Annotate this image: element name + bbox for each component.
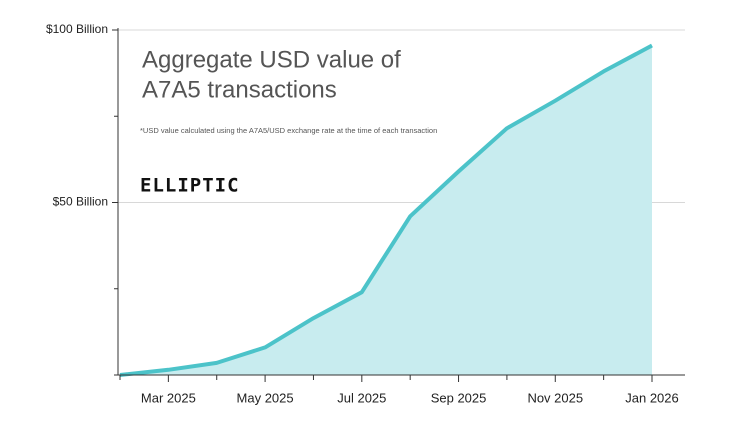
area bbox=[120, 45, 652, 375]
note-box: *USD value calculated using the A7A5/USD… bbox=[140, 126, 438, 135]
line bbox=[119, 43, 653, 377]
y-tick-label: $100 Billion bbox=[46, 22, 108, 36]
x-tick-label: Jul 2025 bbox=[337, 390, 386, 405]
logo: ELLIPTIC bbox=[140, 175, 240, 197]
x-tick-label: Mar 2025 bbox=[141, 390, 196, 405]
x-tick-label: May 2025 bbox=[237, 390, 294, 405]
y-tick-label: $50 Billion bbox=[53, 195, 108, 209]
x-tick-label: Nov 2025 bbox=[527, 390, 583, 405]
note: *USD value calculated using the A7A5/USD… bbox=[140, 126, 438, 135]
chart-title: Aggregate USD value of bbox=[142, 46, 401, 73]
chart-title: A7A5 transactions bbox=[142, 76, 337, 103]
x-tick-label: Jan 2026 bbox=[625, 390, 679, 405]
x-tick-label: Sep 2025 bbox=[431, 390, 487, 405]
